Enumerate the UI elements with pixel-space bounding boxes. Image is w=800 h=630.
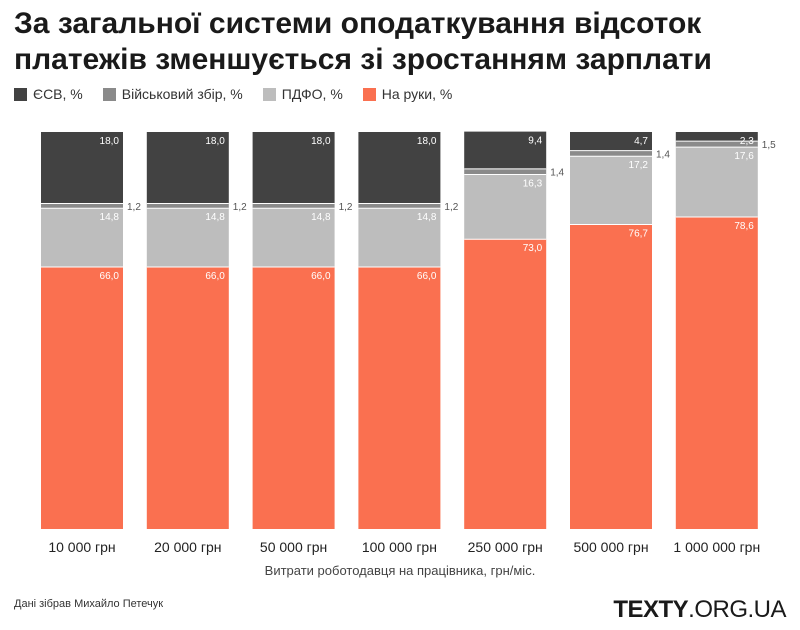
brand-suffix: .ORG.UA	[688, 596, 786, 623]
brand-main: TEXTY	[613, 596, 689, 623]
data-label: 2,3	[740, 136, 754, 147]
data-label: 9,4	[528, 136, 542, 147]
legend-label: ПДФО, %	[281, 86, 343, 102]
data-label: 14,8	[205, 212, 225, 223]
data-label: 66,0	[205, 271, 225, 282]
legend: ЄСВ, % Військовий збір, % ПДФО, % На руки, …	[14, 84, 472, 104]
data-label: 14,8	[417, 212, 437, 223]
legend-swatch	[14, 87, 27, 101]
legend-item: ПДФО, %	[262, 86, 343, 102]
x-tick-label: 250 000 грн	[468, 539, 543, 555]
bar-segment	[464, 168, 547, 175]
bar-segment	[570, 132, 652, 151]
legend-item: ЄСВ, %	[14, 86, 83, 102]
bar-segment	[570, 150, 652, 157]
bar-segment	[358, 266, 441, 529]
data-label: 66,0	[417, 271, 437, 282]
data-label: 4,7	[634, 136, 648, 147]
bar-segment	[464, 239, 547, 529]
data-label: 17,6	[734, 151, 754, 162]
data-label: 18,0	[311, 136, 331, 147]
bar-segment	[252, 266, 335, 529]
bar-segment	[146, 203, 229, 209]
data-label: 1,4	[656, 149, 670, 160]
x-tick-label: 10 000 грн	[48, 539, 115, 555]
data-label: 16,3	[523, 178, 543, 189]
data-label: 1,2	[339, 202, 353, 213]
bar-segment	[41, 132, 123, 204]
data-label: 76,7	[629, 229, 649, 240]
bar-segment	[146, 208, 229, 267]
data-label: 1,2	[127, 202, 141, 213]
data-label: 66,0	[100, 271, 120, 282]
data-label: 1,4	[550, 168, 564, 179]
legend-label: Військовий збір, %	[121, 86, 243, 102]
data-label: 73,0	[523, 243, 543, 254]
x-axis-label: Витрати роботодавця на працівника, грн/м…	[265, 563, 536, 578]
bar-segment	[570, 224, 652, 529]
bar-segment	[675, 141, 758, 148]
data-label: 1,2	[444, 202, 458, 213]
legend-label: ЄСВ, %	[33, 86, 83, 102]
legend-item: На руки, %	[362, 86, 453, 102]
data-label: 18,0	[417, 136, 437, 147]
bar-segment	[675, 147, 758, 217]
data-label: 1,5	[762, 140, 776, 151]
data-source-note: Дані зібрав Михайло Петечук	[14, 598, 164, 610]
data-label: 18,0	[100, 136, 120, 147]
bar-segment	[252, 203, 335, 209]
data-label: 78,6	[734, 221, 754, 232]
x-tick-label: 50 000 грн	[260, 539, 327, 555]
legend-swatch	[102, 87, 116, 101]
x-tick-label: 20 000 грн	[154, 539, 221, 555]
bar-segment	[675, 132, 758, 142]
data-label: 1,2	[233, 202, 247, 213]
bar-segment	[41, 203, 123, 209]
x-tick-label: 1 000 000 грн	[673, 539, 760, 555]
bar-segment	[358, 208, 441, 267]
x-tick-label: 100 000 грн	[362, 539, 437, 555]
bar-segment	[41, 208, 123, 267]
bar-segment	[464, 174, 547, 240]
brand-logo: TEXTY.ORG.UA	[613, 596, 786, 624]
bar-segment	[252, 132, 335, 204]
bar-segment	[464, 131, 547, 169]
bar-segment	[570, 156, 652, 225]
data-label: 14,8	[311, 212, 331, 223]
legend-label: На руки, %	[381, 86, 453, 102]
bar-segment	[146, 266, 229, 529]
data-label: 14,8	[100, 212, 120, 223]
data-label: 17,2	[629, 160, 649, 171]
bar-segment	[146, 132, 229, 204]
bar-segment	[358, 203, 441, 209]
data-label: 18,0	[205, 136, 225, 147]
bar-segment	[41, 266, 123, 529]
bar-segment	[252, 208, 335, 267]
legend-swatch	[362, 87, 376, 101]
chart-title: За загальної системи оподаткування відсо…	[14, 7, 712, 76]
data-label: 66,0	[311, 271, 331, 282]
legend-swatch	[262, 87, 276, 101]
legend-item: Військовий збір, %	[102, 86, 243, 102]
bar-segment	[358, 132, 441, 204]
bar-segment	[675, 216, 758, 529]
x-tick-label: 500 000 грн	[573, 539, 648, 555]
